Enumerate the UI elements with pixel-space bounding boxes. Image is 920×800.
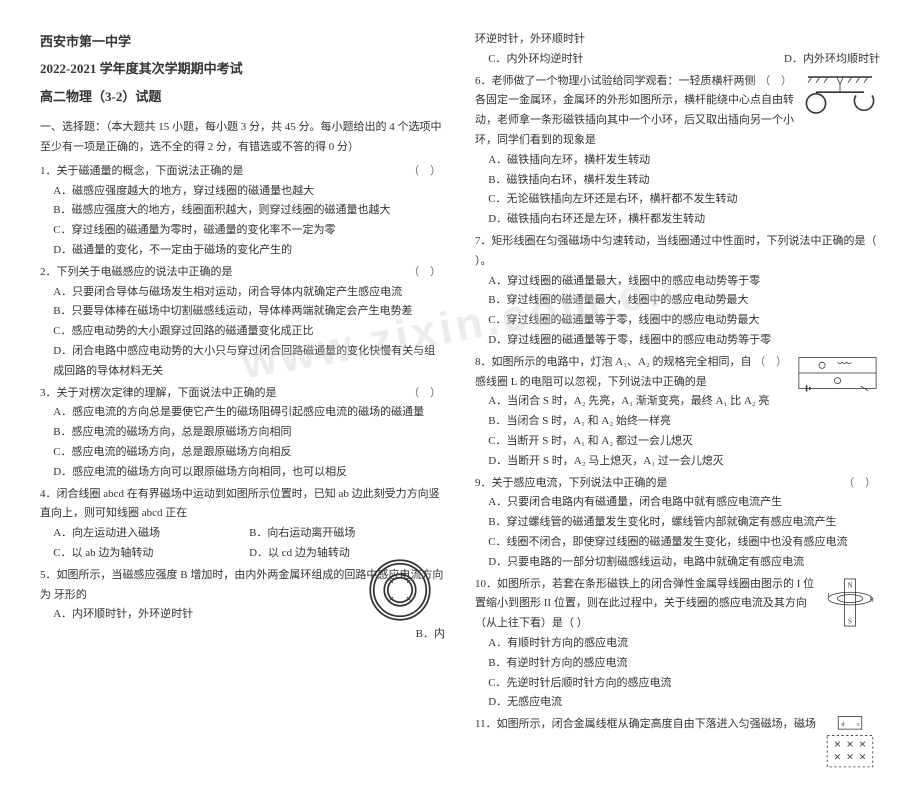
hanging-ring-icon: [800, 72, 880, 122]
answer-paren: （ ）: [754, 353, 791, 373]
q11-stem: 11．如图所示，闭合金属线框从确定高度自由下落进入匀强磁场，: [475, 718, 794, 730]
q3-opt-c: C．感应电流的磁场方向，总是跟原磁场方向相反: [40, 443, 445, 463]
q6-opt-a: A．磁铁插向左环，横杆发生转动: [475, 151, 880, 171]
q7-opt-c: C．穿过线圈的磁通量等于零，线圈中的感应电动势最大: [475, 311, 880, 331]
question-11: d c 11．如图所示，闭合金属线框从确定高度自由下落进入匀强磁场， 磁场: [475, 715, 880, 735]
q1-opt-c: C．穿过线圈的磁通量为零时，磁通量的变化率不一定为零: [40, 221, 445, 241]
circuit-icon: [795, 353, 880, 393]
question-5: 5．如图所示，当磁感应强度 B 增加时，由内外两金属环组成的回路中感应电流方向为…: [40, 566, 445, 606]
q6-stem: 6．老师做了一个物理小试验给同学观看：一轻质横杆两侧各固定一金属环，金属环的外形…: [475, 75, 794, 146]
right-column: 环逆时针，外环顺时针 C．内外环均逆时针 D．内外环均顺时针 （ ）: [475, 30, 880, 770]
question-2: （ ） 2．下列关于电磁感应的说法中正确的是: [40, 263, 445, 283]
paper-title: 高二物理（3-2）试题: [40, 85, 445, 108]
q7-stem: 7．矩形线圈在匀强磁场中匀速转动，当线圈通过中性面时，下列说法中正确的是（ ）。: [475, 235, 877, 267]
q8-opt-a: A．当闭合 S 时，A₂ 先亮，A₁ 渐渐变亮，最终 A₁ 比 A₂ 亮: [475, 392, 880, 412]
q10-stem: 10．如图所示，若套在条形磁铁上的闭合弹性金属导线圈由图示的 I 位置缩小到图形…: [475, 578, 814, 630]
question-8: （ ） 8．如图所示的电路中，灯泡 A₁、A₂ 的规格完全相同，自感线圈 L 的…: [475, 353, 880, 393]
q3-opt-a: A．感应电流的方向总是要使它产生的磁场阻碍引起感应电流的磁场的磁通量: [40, 403, 445, 423]
question-9: （ ） 9．关于感应电流，下列说法中正确的是: [475, 474, 880, 494]
question-3: （ ） 3．关于对楞次定律的理解，下面说法中正确的是: [40, 384, 445, 404]
q9-stem: 9．关于感应电流，下列说法中正确的是: [475, 477, 668, 489]
q10-opt-d: D．无感应电流: [475, 693, 880, 713]
q2-opt-c: C．感应电动势的大小跟穿过回路的磁通量变化成正比: [40, 322, 445, 342]
q2-opt-d: D．闭合电路中感应电动势的大小只与穿过闭合回路磁通量的变化快慢有关与组成回路的导…: [40, 342, 445, 382]
q8-opt-b: B．当闭合 S 时，A₁ 和 A₂ 始终一样亮: [475, 412, 880, 432]
left-column: 西安市第一中学 2022-2021 学年度其次学期期中考试 高二物理（3-2）试…: [40, 30, 445, 770]
q3-opt-b: B．感应电流的磁场方向，总是跟原磁场方向相同: [40, 423, 445, 443]
question-1: （ ） 1．关于磁通量的概念，下面说法正确的是: [40, 162, 445, 182]
q9-opt-c: C．线圈不闭合，即使穿过线圈的磁通量发生变化，线圈中也没有感应电流: [475, 533, 880, 553]
q7-opt-d: D．穿过线圈的磁通量等于零，线圈中的感应电动势等于零: [475, 331, 880, 351]
answer-paren: （ ）: [408, 384, 445, 404]
q4-opt-c: C．以 ab 边为轴转动: [53, 544, 249, 564]
term-line: 2022-2021 学年度其次学期期中考试: [40, 57, 445, 80]
q5-opt-b-partial: B．内: [40, 625, 445, 645]
q1-opt-b: B．磁感应强度大的地方，线圈面积越大，则穿过线圈的磁通量也越大: [40, 201, 445, 221]
q5-opt-d: D．内外环均顺时针: [684, 50, 880, 70]
q8-opt-d: D．当断开 S 时，A₂ 马上熄灭，A₁ 过一会儿熄灭: [475, 452, 880, 472]
field-region-icon: d c: [820, 715, 880, 770]
q4-stem: 4．闭合线圈 abcd 在有界磁场中运动到如图所示位置时，已知 ab 边此刻受力…: [40, 488, 440, 520]
q1-opt-d: D．磁通量的变化，不一定由于磁场的变化产生的: [40, 241, 445, 261]
q9-opt-b: B．穿过螺线管的磁通量发生变化时，螺线管内部就确定有感应电流产生: [475, 513, 880, 533]
svg-text:d: d: [841, 721, 845, 728]
q10-opt-b: B．有逆时针方向的感应电流: [475, 654, 880, 674]
q5-tail-hint: 牙形的: [54, 589, 87, 601]
school-name: 西安市第一中学: [40, 30, 445, 53]
answer-paren: （ ）: [843, 474, 880, 494]
svg-text:S: S: [848, 617, 852, 625]
q7-opt-b: B．穿过线圈的磁通量最大，线圈中的感应电动势最大: [475, 291, 880, 311]
answer-paren: （ ）: [408, 162, 445, 182]
q5-cont-line: 环逆时针，外环顺时针: [475, 30, 880, 50]
question-4: 4．闭合线圈 abcd 在有界磁场中运动到如图所示位置时，已知 ab 边此刻受力…: [40, 485, 445, 525]
answer-paren: （ ）: [759, 72, 796, 92]
exam-page: 西安市第一中学 2022-2021 学年度其次学期期中考试 高二物理（3-2）试…: [0, 0, 920, 800]
q3-stem: 3．关于对楞次定律的理解，下面说法中正确的是: [40, 387, 277, 399]
question-7: 7．矩形线圈在匀强磁场中匀速转动，当线圈通过中性面时，下列说法中正确的是（ ）。: [475, 232, 880, 272]
q10-opt-c: C．先逆时针后顺时针方向的感应电流: [475, 674, 880, 694]
q9-opt-d: D．只要电路的一部分切割磁感线运动，电路中就确定有感应电流: [475, 553, 880, 573]
q6-opt-c: C．无论磁铁插向左环还是右环，横杆都不发生转动: [475, 190, 880, 210]
q6-opt-b: B．磁铁插向右环，横杆发生转动: [475, 171, 880, 191]
q8-stem: 8．如图所示的电路中，灯泡 A₁、A₂ 的规格完全相同，自感线圈 L 的电阻可以…: [475, 356, 752, 388]
q4-opt-a: A．向左运动进入磁场: [53, 524, 249, 544]
svg-text:I: I: [827, 592, 829, 599]
q7-opt-a: A．穿过线圈的磁通量最大，线圈中的感应电动势等于零: [475, 272, 880, 292]
svg-text:II: II: [870, 596, 874, 603]
q4-opt-b: B．向右运动离开磁场: [249, 524, 445, 544]
svg-text:c: c: [857, 721, 860, 728]
q5-cd-row: C．内外环均逆时针 D．内外环均顺时针: [475, 50, 880, 70]
q6-opt-d: D．磁铁插向右环还是左环，横杆都发生转动: [475, 210, 880, 230]
q1-opt-a: A．磁感应强度越大的地方，穿过线圈的磁通量也越大: [40, 182, 445, 202]
q5-opt-c: C．内外环均逆时针: [488, 50, 684, 70]
q1-stem: 1．关于磁通量的概念，下面说法正确的是: [40, 165, 244, 177]
bar-magnet-icon: N S I II: [820, 575, 880, 630]
question-10: N S I II 10．如图所示，若套在条形磁铁上的闭合弹性金属导线圈由图示的 …: [475, 575, 880, 634]
section-instructions: 一、选择题：（本大题共 15 小题，每小题 3 分，共 45 分。每小题给出的 …: [40, 118, 445, 158]
q2-opt-b: B．只要导体棒在磁场中切割磁感线运动，导体棒两端就确定会产生电势差: [40, 302, 445, 322]
q9-opt-a: A．只要闭合电路内有磁通量，闭合电路中就有感应电流产生: [475, 493, 880, 513]
q2-stem: 2．下列关于电磁感应的说法中正确的是: [40, 266, 233, 278]
q2-opt-a: A．只要闭合导体与磁场发生相对运动，闭合导体内就确定产生感应电流: [40, 283, 445, 303]
q11-tail: 磁场: [794, 715, 816, 735]
answer-paren: （ ）: [408, 263, 445, 283]
question-6: （ ） 6．老师做了一个物理小试验给同学观看：一轻质横杆两侧各固定一金属环，金属…: [475, 72, 880, 151]
q4-row1: A．向左运动进入磁场 B．向右运动离开磁场: [40, 524, 445, 544]
concentric-rings-icon: [355, 555, 445, 625]
q8-opt-c: C．当断开 S 时，A₁ 和 A₂ 都过一会儿熄灭: [475, 432, 880, 452]
q3-opt-d: D．感应电流的磁场方向可以跟原磁场方向相同，也可以相反: [40, 463, 445, 483]
svg-text:N: N: [847, 581, 852, 589]
